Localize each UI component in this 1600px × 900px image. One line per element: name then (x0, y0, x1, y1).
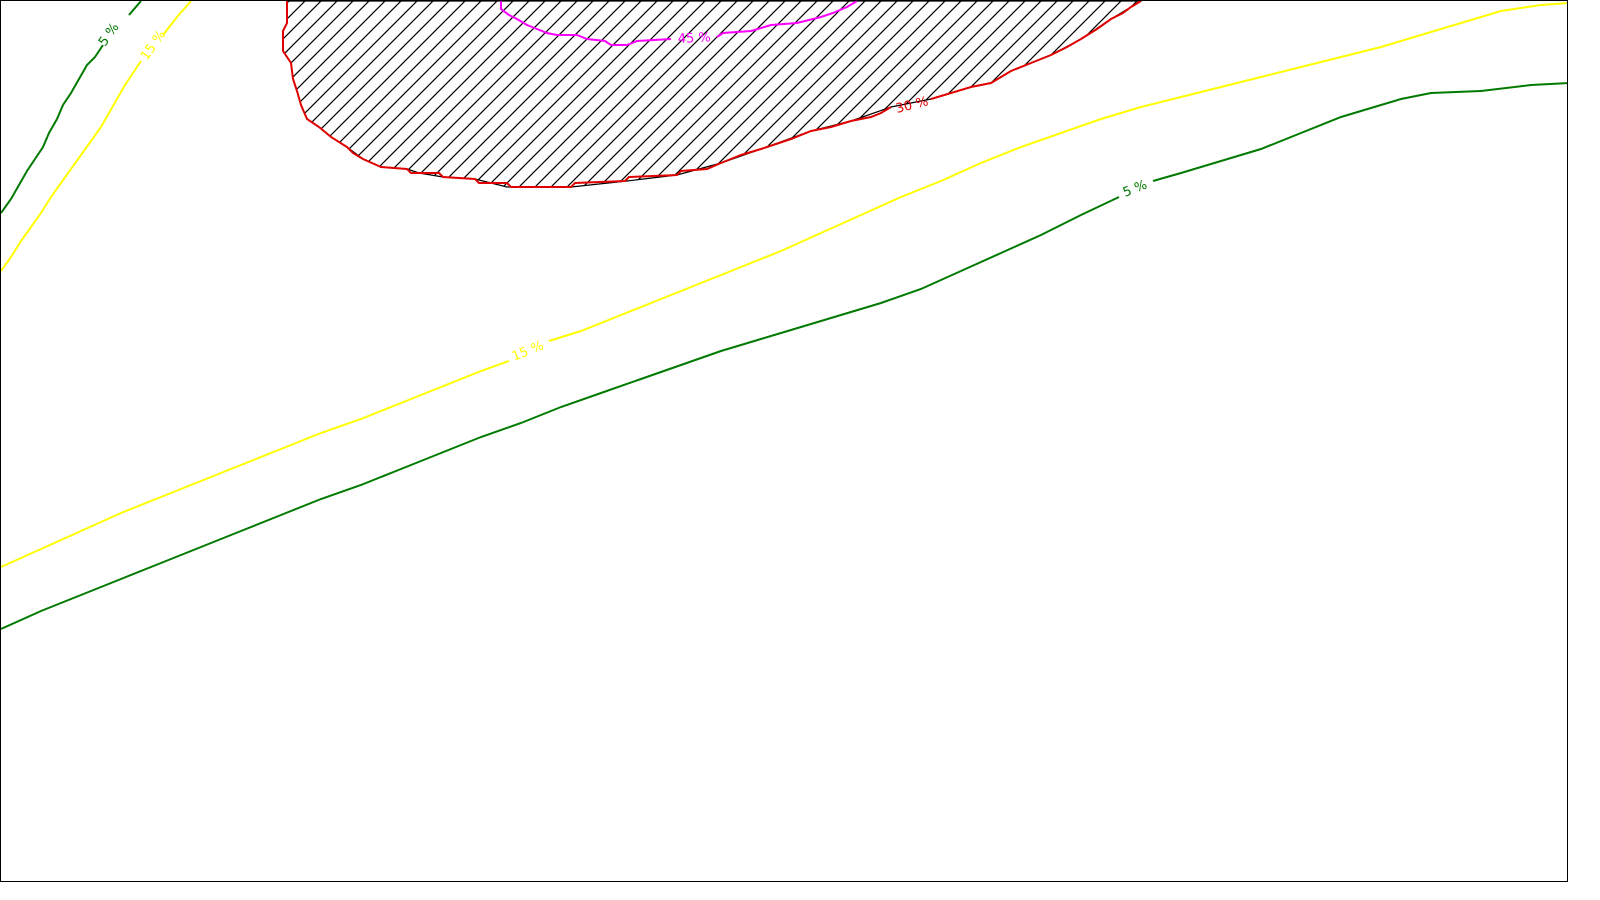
contour-label-5-lower: 5 % (1121, 178, 1150, 201)
contour-line-5-main (1, 82, 1567, 630)
contour-line-15-main (1, 2, 1567, 568)
contour-line-5-upper-left (1, 1, 142, 214)
contour-map: 5 % 15 % 45 % 30 % 15 % 5 % (0, 0, 1568, 882)
contour-label-5-upper: 5 % (96, 20, 122, 49)
contour-line-30 (282, 1, 892, 188)
contour-map-canvas: 5 % 15 % 45 % 30 % 15 % 5 % (1, 1, 1567, 630)
contour-line-30-right (930, 1, 1142, 100)
hatched-region (282, 1, 1143, 188)
contour-label-15-upper: 15 % (138, 28, 169, 64)
contour-label-45: 45 % (677, 30, 711, 47)
contour-line-45 (500, 1, 858, 46)
contour-line-15-upper-left (1, 1, 192, 272)
contour-label-15-lower: 15 % (510, 338, 546, 364)
